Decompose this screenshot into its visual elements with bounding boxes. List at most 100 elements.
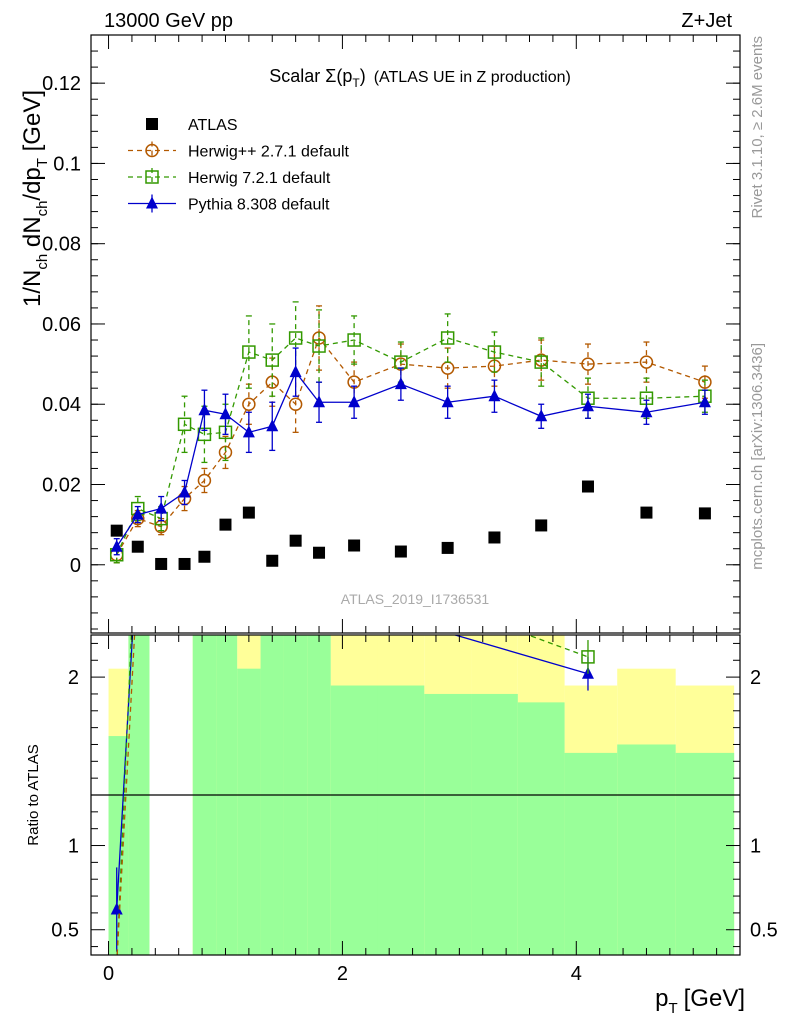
data-point (348, 395, 361, 408)
legend-marker (145, 170, 159, 184)
data-point (348, 539, 361, 552)
header-left: 13000 GeV pp (104, 10, 233, 32)
x-tick-label: 0 (103, 963, 114, 985)
ratio-point (581, 650, 595, 664)
main-axis-ticks: 0 0.02 0.04 0.06 0.08 0.1 0.12 (42, 35, 740, 633)
data-point (242, 345, 256, 359)
data-point (242, 506, 255, 519)
ratio-series-herwig-2-7-1-default (116, 635, 136, 955)
ratio-panel: 0.5 0.5 1 1 2 2 0 2 4 (51, 634, 778, 985)
data-point (178, 557, 191, 570)
data-point (242, 425, 255, 438)
series-line (116, 336, 706, 556)
data-point (698, 507, 711, 520)
x-tick-label: 2 (337, 963, 348, 985)
ratio-axis-ticks: 0.5 0.5 1 1 2 2 0 2 4 (51, 635, 778, 985)
series-atlas (110, 480, 711, 570)
ratio-line (116, 635, 136, 955)
y-tick-label: 0.12 (42, 73, 81, 95)
data-point (581, 399, 594, 412)
ratio-band-inner (377, 685, 425, 955)
data-point (441, 541, 454, 554)
data-point (581, 480, 594, 493)
analysis-watermark: ATLAS_2019_I1736531 (341, 591, 490, 607)
y-axis-label: 1/Nch dNch/dpT [GeV] (19, 90, 51, 307)
data-point (581, 357, 595, 371)
rivet-label: Rivet 3.1.10, ≥ 2.6M events (749, 36, 766, 219)
data-point (177, 417, 192, 432)
data-point (266, 419, 279, 432)
ratio-band-inner (564, 752, 618, 955)
main-panel: 0 0.02 0.04 0.06 0.08 0.1 0.12 Scalar Σ(pT) (AT… (42, 34, 741, 634)
data-point (698, 375, 712, 389)
ratio-frame (90, 634, 741, 956)
y-tick-label: 0.02 (42, 475, 81, 497)
y-tick-label: 0 (70, 555, 81, 577)
data-point (698, 395, 711, 408)
legend-marker (146, 196, 158, 209)
legend-marker (145, 143, 159, 158)
data-point (441, 395, 454, 408)
data-point (394, 545, 407, 558)
data-point (488, 531, 501, 544)
y-tick-label: 0.1 (53, 153, 81, 175)
main-frame (90, 34, 741, 634)
legend-label: Herwig 7.2.1 default (188, 170, 331, 187)
legend-entry-atlas: ATLAS (146, 117, 238, 134)
ratio-tick-label-right: 0.5 (750, 920, 778, 942)
data-point (178, 485, 191, 498)
ratio-band-inner (517, 702, 565, 955)
data-point (534, 355, 548, 369)
series-line (116, 337, 705, 556)
x-tick-label: 4 (571, 963, 582, 985)
data-point (198, 550, 211, 563)
data-point (265, 353, 280, 367)
ratio-band-inner (237, 668, 261, 955)
legend-label: ATLAS (188, 117, 238, 134)
data-point (313, 546, 326, 559)
legend: ATLAS Herwig++ 2.7.1 default Herwig 7.2.1 … (128, 117, 350, 214)
data-point (198, 403, 211, 416)
ratio-band-inner (424, 693, 472, 955)
data-point (487, 345, 502, 359)
ratio-bands (108, 635, 735, 955)
ratio-tick-label: 2 (68, 667, 79, 689)
legend-entry-herwig-7-2-1-default: Herwig 7.2.1 default (128, 168, 331, 187)
header-right: Z+Jet (681, 10, 732, 32)
chart-title: Scalar Σ(pT) (ATLAS UE in Z production) (269, 66, 571, 90)
ratio-band-inner (471, 693, 518, 955)
data-point (289, 365, 302, 378)
series-pythia-8-308-default (110, 347, 711, 556)
legend-marker (146, 118, 158, 130)
ratio-point (110, 902, 123, 915)
legend-label: Herwig++ 2.7.1 default (188, 144, 350, 161)
ratio-band-inner (330, 685, 378, 955)
data-point (488, 389, 501, 402)
ratio-series-herwig-7-2-1-default (116, 635, 595, 955)
data-point (131, 540, 144, 553)
data-point (535, 409, 548, 422)
main-series (109, 301, 712, 570)
data-point (155, 501, 168, 514)
data-point (219, 518, 232, 531)
ratio-line (116, 635, 589, 910)
data-point (640, 506, 653, 519)
data-point (312, 339, 326, 353)
data-point (289, 534, 302, 547)
data-point (640, 405, 653, 418)
legend-entry-herwig-2-7-1-default: Herwig++ 2.7.1 default (128, 141, 350, 161)
ratio-tick-label-right: 1 (750, 836, 761, 858)
data-point (394, 377, 407, 390)
data-point (110, 539, 123, 552)
y-tick-label: 0.06 (42, 314, 81, 336)
series-herwig-7-2-1-default (109, 301, 712, 564)
y-tick-label: 0.04 (42, 394, 81, 416)
ratio-tick-label: 1 (68, 836, 79, 858)
data-point (266, 554, 279, 567)
data-point (535, 519, 548, 532)
y-tick-label: 0.08 (42, 234, 81, 256)
data-point (197, 473, 212, 488)
ratio-band-inner (675, 752, 735, 955)
data-point (313, 395, 326, 408)
